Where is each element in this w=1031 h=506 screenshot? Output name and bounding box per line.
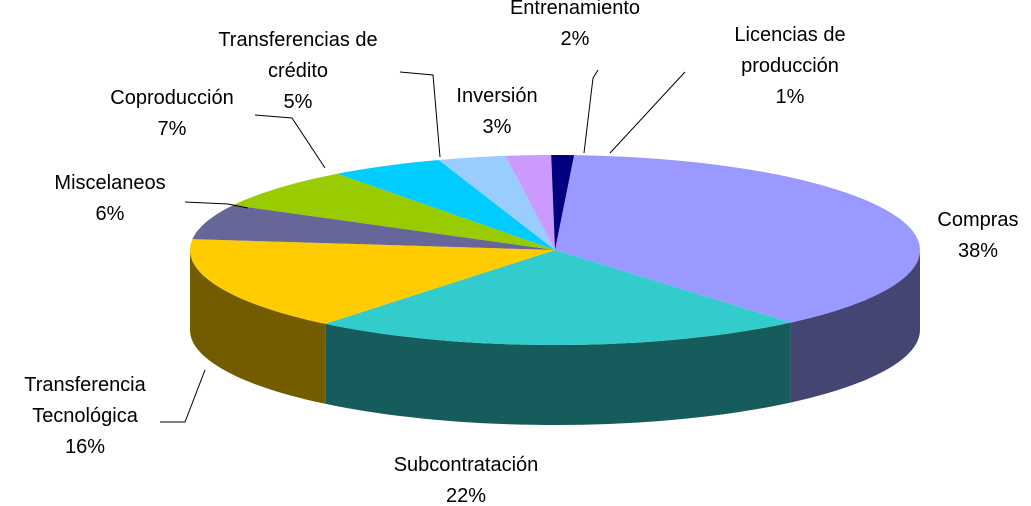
category-label: Coproducción bbox=[110, 87, 234, 109]
category-label: Inversión bbox=[456, 85, 538, 107]
pie-slice bbox=[555, 155, 920, 403]
slice-side bbox=[190, 250, 326, 404]
pie-slice bbox=[337, 160, 555, 250]
value-label: 3% bbox=[482, 116, 512, 138]
slice-label: Miscelaneos 6% bbox=[30, 168, 190, 230]
slice-side bbox=[790, 250, 920, 403]
pie-slice bbox=[438, 155, 555, 250]
leader-line bbox=[399, 71, 441, 158]
slice-top bbox=[233, 173, 556, 250]
value-label: 22% bbox=[445, 485, 487, 506]
slice-label: Licencias de producción 1% bbox=[705, 20, 875, 113]
value-label: 38% bbox=[957, 240, 999, 262]
slice-top bbox=[551, 155, 575, 250]
pie-slice bbox=[551, 155, 575, 250]
category-label: Miscelaneos bbox=[54, 172, 166, 194]
category-label: Transferencias de crédito bbox=[218, 29, 378, 82]
category-label: Licencias de producción bbox=[734, 24, 846, 77]
slice-top bbox=[190, 239, 555, 324]
category-label: Transferencia Tecnológica bbox=[24, 374, 146, 427]
slices bbox=[190, 155, 920, 425]
slice-top bbox=[337, 160, 555, 250]
value-label: 5% bbox=[283, 91, 313, 113]
pie-slice bbox=[325, 250, 791, 425]
slice-label: Transferencias de crédito 5% bbox=[188, 25, 408, 118]
leader-line bbox=[609, 71, 686, 154]
pie-slice bbox=[233, 173, 556, 250]
pie-slice bbox=[190, 239, 555, 404]
value-label: 1% bbox=[775, 86, 805, 108]
category-label: Subcontratación bbox=[393, 454, 539, 476]
slice-top bbox=[438, 155, 555, 250]
category-label: Compras bbox=[937, 209, 1019, 231]
slice-label: Coproducción 7% bbox=[92, 83, 252, 145]
leader-line bbox=[160, 369, 206, 423]
leader-line bbox=[254, 114, 326, 169]
slice-top bbox=[505, 155, 555, 250]
value-label: 6% bbox=[95, 203, 125, 225]
value-label: 7% bbox=[157, 118, 187, 140]
leader-line bbox=[583, 69, 599, 154]
slice-label: Compras 38% bbox=[908, 205, 1031, 267]
slice-label: Transferencia Tecnológica 16% bbox=[0, 370, 170, 463]
slice-label: Entrenamiento 2% bbox=[490, 0, 660, 55]
slice-label: Inversión 3% bbox=[432, 81, 562, 143]
value-label: 16% bbox=[64, 436, 106, 458]
value-label: 2% bbox=[560, 28, 590, 50]
pie-slice bbox=[192, 205, 555, 250]
leader-line bbox=[184, 201, 249, 209]
pie-slice bbox=[505, 155, 555, 250]
slice-label: Subcontratación 22% bbox=[356, 450, 576, 506]
slice-top bbox=[192, 205, 555, 250]
slice-side bbox=[325, 322, 791, 425]
slice-top bbox=[325, 250, 791, 345]
slice-top bbox=[555, 155, 920, 323]
category-label: Entrenamiento bbox=[509, 0, 641, 19]
